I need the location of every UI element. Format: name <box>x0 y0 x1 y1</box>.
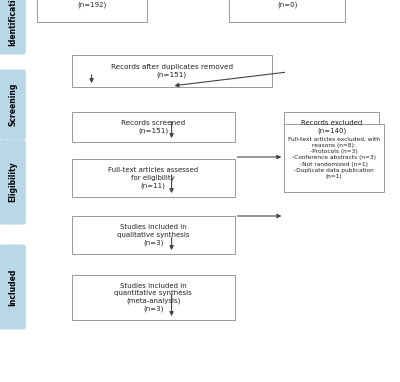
FancyBboxPatch shape <box>72 275 235 320</box>
Text: Records after duplicates removed
(n=151): Records after duplicates removed (n=151) <box>110 64 233 78</box>
FancyBboxPatch shape <box>72 112 235 142</box>
Text: Full-text articles excluded, with
reasons (n=8):
-Protocols (n=3)
-Conference ab: Full-text articles excluded, with reason… <box>288 137 380 179</box>
FancyBboxPatch shape <box>72 55 272 87</box>
FancyBboxPatch shape <box>0 245 25 329</box>
Text: Studies included in
qualitative synthesis
(n=3): Studies included in qualitative synthesi… <box>117 224 190 246</box>
Text: Identification: Identification <box>8 0 17 46</box>
FancyBboxPatch shape <box>72 216 235 254</box>
Text: Additional records identified
through other sources
(n=0): Additional records identified through ot… <box>238 0 337 8</box>
Text: Screening: Screening <box>8 83 17 126</box>
FancyBboxPatch shape <box>37 0 147 22</box>
FancyBboxPatch shape <box>0 140 25 224</box>
FancyBboxPatch shape <box>0 70 25 139</box>
FancyBboxPatch shape <box>0 0 25 54</box>
FancyBboxPatch shape <box>72 159 235 197</box>
FancyBboxPatch shape <box>230 0 345 22</box>
FancyBboxPatch shape <box>284 112 379 142</box>
Text: Records identified through database
searching
(n=192): Records identified through database sear… <box>29 0 156 8</box>
FancyBboxPatch shape <box>284 124 384 192</box>
Text: Included: Included <box>8 268 17 306</box>
Text: Records excluded
(n=140): Records excluded (n=140) <box>301 120 362 134</box>
Text: Eligibility: Eligibility <box>8 162 17 202</box>
Text: Full-text articles assessed
for eligibility
(n=11): Full-text articles assessed for eligibil… <box>108 167 198 189</box>
Text: Records screened
(n=151): Records screened (n=151) <box>121 120 185 134</box>
Text: Studies included in
quantitative synthesis
(meta-analysis)
(n=3): Studies included in quantitative synthes… <box>114 283 192 312</box>
